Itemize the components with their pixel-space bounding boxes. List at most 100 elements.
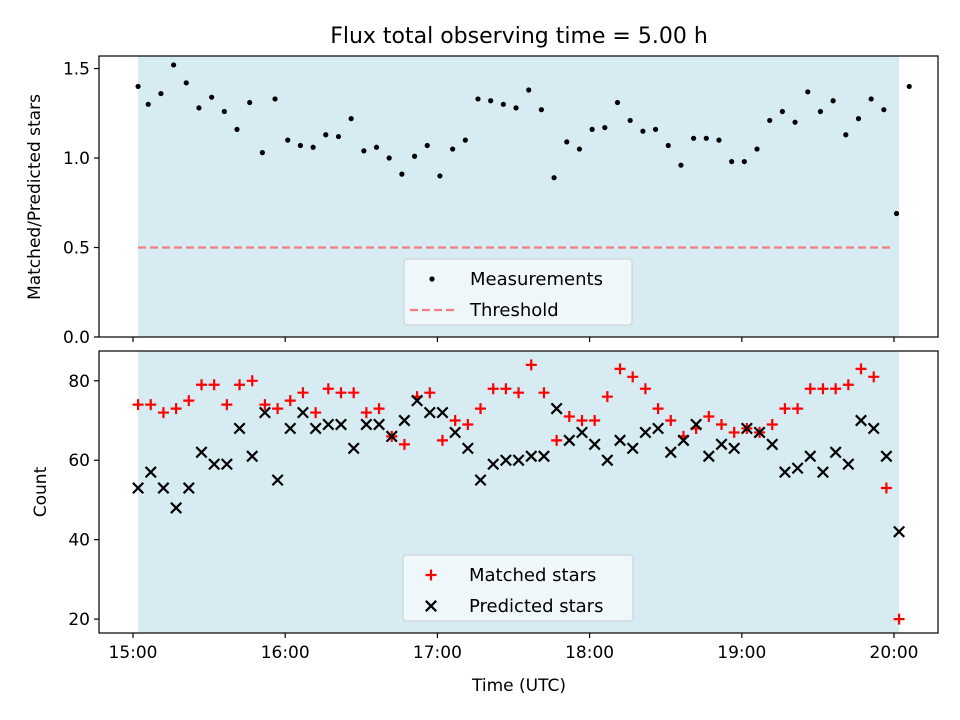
data-point <box>348 116 354 122</box>
y-tick-label: 60 <box>68 451 90 471</box>
data-point <box>639 383 651 395</box>
data-point <box>576 415 588 427</box>
data-point <box>513 105 519 111</box>
data-point <box>500 383 512 395</box>
axes-frame <box>98 55 939 338</box>
x-tick-label: 20:00 <box>870 643 919 663</box>
data-point <box>880 450 893 463</box>
data-point <box>221 108 227 115</box>
data-point <box>868 96 874 102</box>
data-point <box>703 135 709 141</box>
data-point <box>791 462 804 475</box>
data-point <box>740 422 753 435</box>
legend-box <box>403 258 633 326</box>
data-point <box>830 98 836 104</box>
y-tick-label: 80 <box>68 372 90 392</box>
data-point <box>487 458 500 471</box>
data-point <box>398 414 411 427</box>
data-point <box>855 363 867 375</box>
chart-title: Flux total observing time = 5.00 h <box>330 24 708 49</box>
data-point <box>474 474 487 487</box>
data-point <box>893 210 900 217</box>
data-point <box>525 359 537 371</box>
data-point <box>246 375 258 387</box>
data-point <box>842 458 855 471</box>
data-point <box>855 414 868 427</box>
data-point <box>259 399 271 411</box>
legend-label: Measurements <box>470 269 603 290</box>
data-point <box>678 162 684 168</box>
data-point <box>272 403 284 415</box>
y-tick-label: 1.0 <box>63 149 90 169</box>
data-point <box>360 418 373 431</box>
data-point <box>259 150 265 156</box>
data-point <box>691 135 697 141</box>
legend: Matched stars Predicted stars <box>402 554 634 622</box>
data-point <box>830 383 842 395</box>
bottom-axes: 20 40 60 80 15:00 16:00 17:00 18:00 19:00 20:00 Ma… <box>68 350 939 663</box>
data-point <box>234 379 246 391</box>
data-point <box>779 108 785 115</box>
x-tick-label: 19:00 <box>717 643 766 663</box>
data-point <box>361 148 367 154</box>
data-point <box>449 415 461 427</box>
data-point <box>499 454 512 467</box>
top-axes: 0.0 0.5 1.0 1.5 Measurements Threshold <box>63 55 939 348</box>
data-point <box>792 119 798 125</box>
data-point <box>196 105 202 111</box>
data-point <box>373 418 386 431</box>
axes-frame <box>98 350 939 634</box>
data-point <box>347 442 360 455</box>
data-point <box>157 482 170 495</box>
x-tick-label: 17:00 <box>413 643 462 663</box>
data-point <box>500 101 506 107</box>
data-point <box>816 466 829 479</box>
data-point <box>208 379 220 391</box>
data-point <box>690 418 703 431</box>
y-tick-label: 0.0 <box>63 328 90 348</box>
data-point <box>385 430 398 443</box>
data-point <box>576 426 588 439</box>
data-point <box>551 175 557 181</box>
data-point <box>323 132 329 138</box>
data-point <box>804 383 816 395</box>
data-point <box>855 116 862 122</box>
data-point <box>829 446 842 459</box>
data-point <box>373 403 385 415</box>
data-point <box>221 399 233 411</box>
data-point <box>538 107 545 113</box>
data-point <box>741 158 747 165</box>
data-point <box>208 458 221 471</box>
legend-label: Threshold <box>469 300 559 321</box>
data-point <box>843 132 849 138</box>
data-point <box>779 403 791 415</box>
series-matched-stars <box>132 359 905 625</box>
data-point <box>182 482 195 495</box>
legend-swatch <box>425 569 437 581</box>
data-point <box>881 107 887 113</box>
data-point <box>183 395 195 407</box>
data-point <box>614 434 627 447</box>
data-point <box>525 450 538 463</box>
data-point <box>792 403 804 415</box>
x-tick-label: 15:00 <box>109 643 158 663</box>
bottom-xlabel: Time (UTC) <box>471 676 566 696</box>
data-point <box>513 387 525 399</box>
data-point <box>399 171 405 177</box>
data-point <box>272 96 278 102</box>
legend-swatch <box>425 600 437 612</box>
data-point <box>715 438 728 451</box>
data-point <box>258 406 271 419</box>
series-predicted-stars <box>132 394 906 538</box>
data-point <box>158 90 164 97</box>
data-point <box>652 403 664 415</box>
data-point <box>563 411 575 423</box>
data-point <box>626 442 639 455</box>
data-point <box>234 126 240 132</box>
data-point <box>551 434 563 446</box>
data-point <box>868 371 880 383</box>
y-tick-label: 20 <box>68 610 90 630</box>
data-point <box>766 438 779 451</box>
data-point <box>767 117 773 124</box>
